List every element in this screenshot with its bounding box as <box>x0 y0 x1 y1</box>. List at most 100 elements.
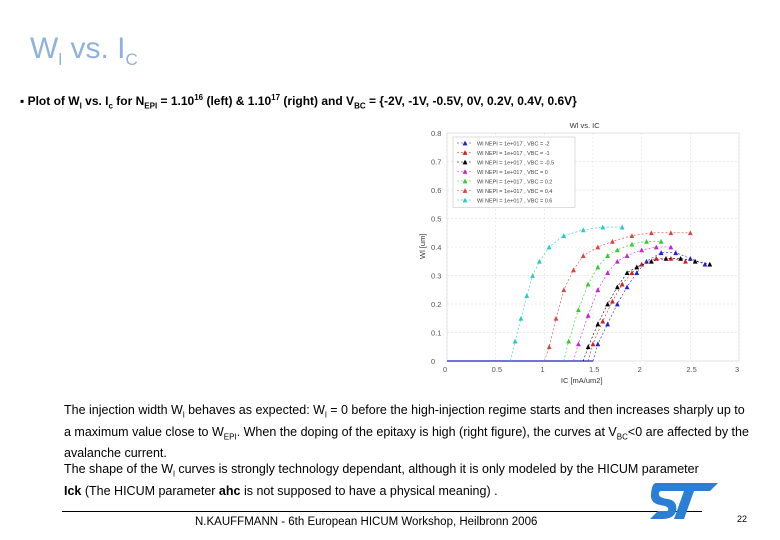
data-point <box>668 230 674 236</box>
x-tick-label: 2.5 <box>686 365 696 374</box>
data-point <box>658 250 664 256</box>
series-line <box>563 241 662 362</box>
data-point <box>605 321 610 327</box>
data-point <box>624 284 630 290</box>
data-point <box>605 301 610 307</box>
data-point <box>687 256 693 261</box>
data-point <box>634 264 640 270</box>
data-point <box>524 293 530 298</box>
data-point <box>590 341 596 347</box>
data-point <box>571 267 576 273</box>
data-point <box>687 230 693 236</box>
data-point <box>518 315 524 321</box>
data-point <box>610 298 615 304</box>
st-logo <box>650 483 718 519</box>
paragraph-1: The injection width Wl behaves as expect… <box>64 403 749 460</box>
bullet-text: ▪ Plot of Wl vs. Ic for NEPI = 1.1016 (l… <box>20 93 577 111</box>
data-point <box>649 258 654 264</box>
y-tick-label: 0.6 <box>431 186 441 195</box>
data-point <box>595 341 601 347</box>
data-point <box>629 241 635 247</box>
legend-label: Wl NEPI = 1e+017 , VBC = -1 <box>477 151 550 157</box>
data-point <box>663 256 669 261</box>
data-point <box>692 258 698 264</box>
y-tick-label: 0.1 <box>431 329 441 338</box>
legend-marker <box>462 197 468 203</box>
legend-marker <box>462 159 468 165</box>
data-point <box>546 244 552 250</box>
y-tick-label: 0.8 <box>431 129 441 138</box>
legend-marker <box>462 169 468 174</box>
series-line <box>592 252 706 362</box>
data-point <box>614 284 620 290</box>
data-point <box>566 338 572 344</box>
data-point <box>619 224 625 230</box>
data-point <box>614 301 620 307</box>
data-point <box>668 244 674 250</box>
y-tick-label: 0.4 <box>431 243 441 252</box>
y-tick-label: 0.3 <box>431 272 441 281</box>
x-tick-label: 1 <box>540 365 544 374</box>
data-point <box>610 238 615 244</box>
data-point <box>614 258 620 264</box>
data-point <box>653 256 659 261</box>
legend-label: Wl NEPI = 1e+017 , VBC = 0.2 <box>477 180 552 186</box>
data-point <box>585 313 591 318</box>
x-tick-label: 0 <box>443 365 447 374</box>
x-tick-label: 3 <box>735 365 739 374</box>
data-point <box>619 281 625 287</box>
data-point <box>553 315 559 321</box>
data-point <box>624 270 630 276</box>
series-line <box>583 258 710 362</box>
data-point <box>600 224 606 230</box>
wl-vs-ic-chart: 0 0.1 0.2 0.3 0.4 0.5 0.6 0.7 0.8 0 0.5 1 1.5 2 2.5 3 Wl… <box>418 121 740 385</box>
data-point <box>678 256 683 261</box>
data-point <box>561 233 567 238</box>
data-point <box>576 341 581 347</box>
legend-label: Wl NEPI = 1e+017 , VBC = 0.6 <box>477 199 552 205</box>
data-point <box>673 250 679 256</box>
legend-label: Wl NEPI = 1e+017 , VBC = -0.5 <box>477 161 554 167</box>
data-point <box>580 227 586 233</box>
data-point <box>580 253 586 258</box>
footer-text: N.KAUFFMANN - 6th European HICUM Worksho… <box>195 516 538 528</box>
data-point <box>649 230 654 236</box>
data-point <box>639 261 645 267</box>
data-point <box>585 344 591 350</box>
data-point <box>634 270 640 276</box>
y-axis-label: Wl [um] <box>418 234 427 259</box>
data-point <box>707 261 713 267</box>
legend-marker <box>462 150 468 155</box>
data-point <box>629 270 635 276</box>
data-point <box>653 244 659 250</box>
data-point <box>595 287 601 293</box>
y-tick-label: 0 <box>431 357 435 366</box>
data-point <box>576 307 581 313</box>
data-point <box>624 253 630 258</box>
y-tick-label: 0.2 <box>431 300 441 309</box>
paragraph-2: The shape of the Wl curves is strongly t… <box>64 462 699 498</box>
legend-marker <box>462 178 468 184</box>
y-tick-label: 0.5 <box>431 215 441 224</box>
x-tick-label: 2 <box>638 365 642 374</box>
page-number: 22 <box>737 514 748 524</box>
data-point <box>530 273 536 278</box>
x-tick-label: 1.5 <box>589 365 599 374</box>
footer-divider <box>62 511 702 512</box>
page-title: Wl vs. IC <box>30 32 138 69</box>
data-point <box>658 238 664 244</box>
series-line <box>544 232 691 362</box>
x-tick-label: 0.5 <box>492 365 502 374</box>
data-point <box>595 244 601 250</box>
legend-marker <box>462 140 468 146</box>
data-point <box>605 270 610 276</box>
data-point <box>512 338 518 344</box>
data-point <box>537 258 542 264</box>
chart-title: Wl vs. IC <box>570 121 601 130</box>
data-point <box>595 264 601 270</box>
data-point <box>595 321 601 327</box>
legend-label: Wl NEPI = 1e+017 , VBC = 0.4 <box>477 189 552 195</box>
data-point <box>629 233 635 238</box>
data-point <box>546 344 552 350</box>
series-line <box>573 246 671 362</box>
